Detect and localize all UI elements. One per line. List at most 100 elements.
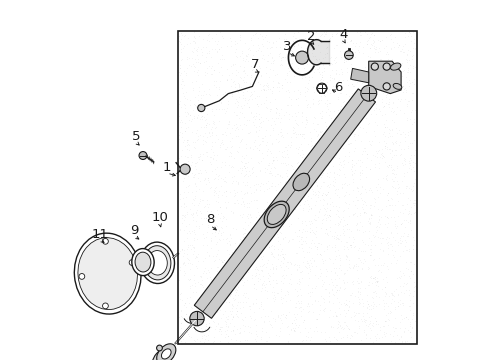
- Point: [260, 212, 267, 218]
- Point: [345, 153, 352, 158]
- Point: [387, 292, 395, 298]
- Point: [365, 221, 373, 227]
- Point: [412, 310, 420, 316]
- Point: [403, 98, 411, 104]
- Point: [331, 244, 339, 250]
- Point: [369, 232, 377, 238]
- Point: [233, 124, 241, 130]
- Point: [259, 231, 266, 237]
- Point: [210, 119, 218, 125]
- Circle shape: [360, 85, 376, 101]
- Point: [319, 309, 327, 314]
- Point: [370, 75, 378, 81]
- Point: [299, 207, 306, 213]
- Point: [237, 170, 245, 176]
- Point: [333, 220, 341, 225]
- Point: [366, 249, 374, 255]
- Point: [377, 96, 385, 102]
- Point: [218, 278, 225, 284]
- Point: [310, 217, 318, 223]
- Point: [223, 92, 231, 98]
- Point: [226, 231, 234, 237]
- Point: [198, 221, 205, 227]
- Point: [292, 195, 300, 201]
- Point: [186, 242, 194, 248]
- Point: [296, 152, 304, 158]
- Point: [244, 329, 252, 335]
- Point: [177, 325, 185, 331]
- Point: [174, 117, 182, 123]
- Point: [374, 87, 382, 93]
- Point: [285, 111, 292, 117]
- Point: [368, 296, 376, 301]
- Point: [368, 303, 376, 309]
- Point: [412, 264, 420, 269]
- Point: [366, 313, 374, 319]
- Point: [229, 61, 237, 67]
- Point: [187, 247, 195, 252]
- Point: [332, 232, 340, 238]
- Point: [254, 93, 262, 99]
- Point: [372, 150, 380, 156]
- Point: [294, 122, 302, 128]
- Point: [214, 230, 222, 235]
- Point: [203, 308, 210, 314]
- Point: [346, 242, 354, 248]
- Point: [408, 234, 416, 240]
- Point: [372, 275, 380, 281]
- Point: [226, 240, 234, 246]
- Point: [204, 131, 212, 136]
- Point: [304, 301, 311, 306]
- Point: [393, 96, 401, 102]
- Point: [355, 109, 363, 115]
- Point: [383, 125, 390, 130]
- Point: [279, 275, 287, 281]
- Point: [330, 309, 338, 315]
- Point: [251, 95, 259, 101]
- Point: [264, 334, 272, 340]
- Point: [345, 326, 352, 332]
- Point: [183, 295, 190, 301]
- Point: [325, 298, 333, 304]
- Point: [301, 325, 308, 331]
- Point: [379, 235, 386, 241]
- Point: [248, 32, 256, 37]
- Point: [346, 38, 353, 44]
- Point: [259, 36, 266, 42]
- Point: [393, 332, 401, 338]
- Point: [336, 159, 344, 165]
- Point: [369, 306, 377, 311]
- Point: [190, 301, 198, 307]
- Point: [372, 278, 380, 284]
- Point: [188, 38, 196, 44]
- Point: [256, 334, 264, 340]
- Point: [273, 84, 281, 90]
- Point: [362, 152, 370, 157]
- Point: [266, 122, 274, 127]
- Point: [399, 68, 407, 74]
- Point: [402, 247, 410, 253]
- Point: [406, 109, 414, 115]
- Point: [394, 185, 402, 191]
- Point: [232, 125, 240, 131]
- Point: [339, 158, 346, 164]
- Point: [259, 136, 266, 141]
- Point: [242, 277, 250, 283]
- Point: [223, 333, 231, 339]
- Point: [304, 303, 312, 309]
- Point: [218, 258, 226, 264]
- Point: [401, 89, 408, 94]
- Point: [399, 230, 407, 235]
- Point: [401, 185, 409, 191]
- Point: [200, 339, 208, 345]
- Point: [326, 307, 334, 313]
- Point: [228, 314, 236, 319]
- Point: [358, 91, 366, 96]
- Point: [212, 222, 220, 228]
- Point: [374, 255, 382, 261]
- Point: [401, 339, 408, 345]
- Point: [265, 220, 273, 226]
- Point: [377, 37, 385, 43]
- Point: [361, 335, 369, 341]
- Point: [250, 317, 258, 323]
